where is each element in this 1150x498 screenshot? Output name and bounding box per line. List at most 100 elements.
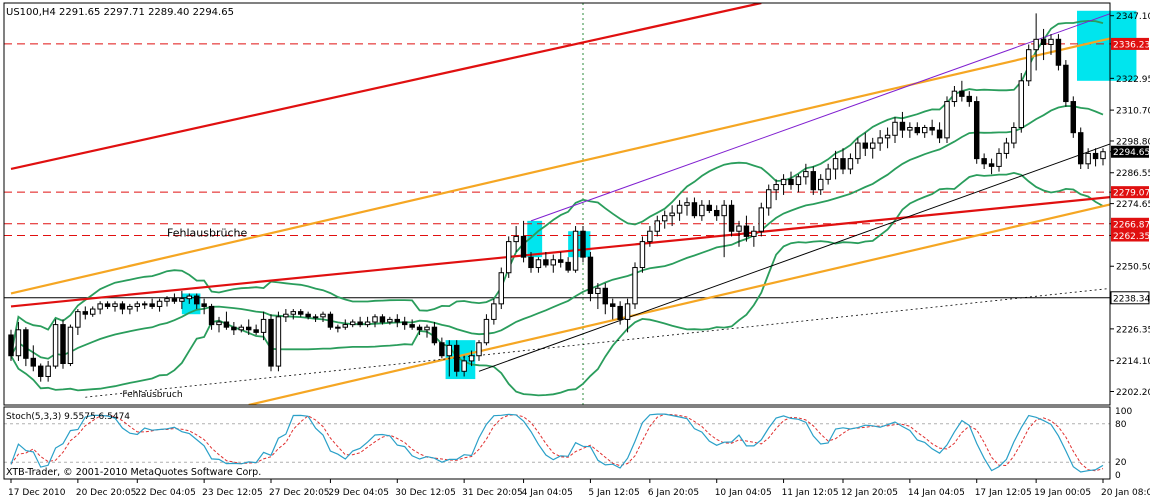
candle: [832, 158, 839, 170]
y-tick-label: 2274.65: [1116, 200, 1150, 210]
price-tag: [1111, 229, 1149, 242]
x-tick-label: 12 Jan 20:05: [841, 488, 898, 498]
y-tick-label: 2336.23: [1113, 40, 1150, 50]
candle: [283, 313, 289, 318]
x-tick-label: 29 Dec 04:05: [328, 488, 389, 498]
trend-line: [478, 143, 1110, 372]
candle: [15, 329, 22, 357]
candle: [936, 129, 943, 139]
candle: [654, 220, 661, 232]
candle: [1003, 142, 1010, 154]
candle: [498, 272, 505, 305]
candle: [461, 360, 467, 372]
stoch-main-line: [10, 413, 1104, 473]
y-tick-label: 2250.50: [1116, 263, 1150, 273]
candle: [669, 212, 675, 217]
stoch-label: Stoch(5,3,3) 9.5575 6.5474: [6, 412, 130, 422]
x-tick-label: 11 Jan 12:05: [782, 488, 839, 498]
stoch-signal-line: [10, 413, 1104, 472]
candle: [37, 365, 44, 377]
x-tick-label: 20 Jan 08:05: [1101, 488, 1150, 498]
candle: [379, 316, 386, 323]
candle: [268, 318, 274, 367]
y-tick-label: 2310.70: [1116, 107, 1150, 117]
candle: [795, 176, 802, 186]
y-tick-label: 2298.80: [1116, 137, 1150, 147]
candle: [30, 357, 37, 367]
candle: [134, 303, 141, 307]
y-tick-label: 2214.10: [1116, 357, 1150, 367]
candle: [639, 241, 646, 269]
candle: [75, 311, 81, 328]
candle: [1025, 49, 1032, 82]
copyright-text: XTB-Trader, © 2001-2010 MetaQuotes Softw…: [6, 467, 261, 478]
candle: [877, 137, 883, 144]
candle: [394, 318, 401, 323]
x-tick-label: 17 Jan 12:05: [975, 488, 1032, 498]
bollinger-lower: [10, 171, 1104, 397]
candle: [104, 303, 111, 307]
candle: [149, 303, 155, 307]
candle: [899, 121, 906, 131]
candle: [773, 184, 779, 191]
stoch-axis-label: 80: [1115, 420, 1127, 430]
ohlc-label: 2291.65 2297.71 2289.40 2294.65: [59, 7, 234, 18]
candle: [1100, 151, 1106, 160]
candle: [171, 298, 178, 302]
x-tick-label: 30 Dec 12:05: [395, 488, 456, 498]
candle: [1092, 152, 1099, 160]
candle: [699, 204, 705, 217]
price-tag: [1111, 37, 1149, 50]
candle: [661, 215, 668, 222]
candle: [453, 344, 460, 372]
candle: [216, 321, 222, 326]
candle: [758, 207, 765, 232]
candle: [765, 189, 772, 209]
x-tick-label: 4 Jan 04:05: [522, 488, 573, 498]
trend-line: [10, 196, 1110, 308]
symbol-label: US100,H4: [6, 7, 56, 18]
candle: [803, 171, 809, 178]
candle: [602, 287, 609, 305]
annotation-label: Fehlausbruch: [122, 390, 182, 400]
x-tick-label: 20 Dec 20:05: [76, 488, 137, 498]
stoch-frame: [3, 406, 1111, 480]
x-tick-label: 17 Dec 2010: [8, 488, 66, 498]
candle: [959, 90, 965, 97]
candle: [817, 178, 824, 191]
candle: [320, 313, 326, 318]
candle: [676, 204, 683, 214]
candle: [290, 311, 297, 315]
candle: [944, 101, 950, 139]
candle: [505, 241, 512, 274]
candle: [543, 259, 549, 266]
candle: [297, 311, 304, 315]
candle: [557, 259, 564, 263]
candle: [624, 303, 631, 320]
candle: [751, 230, 757, 237]
x-tick-label: 31 Dec 20:05: [462, 488, 523, 498]
candle: [988, 163, 995, 167]
stoch-axis-label: 100: [1115, 407, 1132, 417]
trend-line: [248, 203, 1110, 405]
y-tick-label: 2279.07: [1113, 189, 1150, 199]
candle: [550, 259, 557, 266]
candle: [119, 303, 126, 310]
candle: [245, 326, 252, 331]
candle: [97, 303, 103, 310]
candle: [966, 95, 973, 103]
stochastic-panel[interactable]: [4, 413, 1110, 473]
stoch-axis-label: 20: [1115, 458, 1127, 468]
candle: [684, 202, 690, 206]
candle: [921, 126, 928, 134]
candle: [520, 235, 527, 258]
candle: [587, 256, 594, 294]
candle: [416, 326, 423, 331]
candle: [929, 126, 935, 131]
candle: [810, 171, 817, 191]
x-tick-label: 19 Jan 00:05: [1034, 488, 1091, 498]
bollinger-middle: [10, 105, 1104, 360]
y-tick-label: 2238.34: [1113, 294, 1150, 304]
x-tick-label: 23 Dec 12:05: [202, 488, 263, 498]
